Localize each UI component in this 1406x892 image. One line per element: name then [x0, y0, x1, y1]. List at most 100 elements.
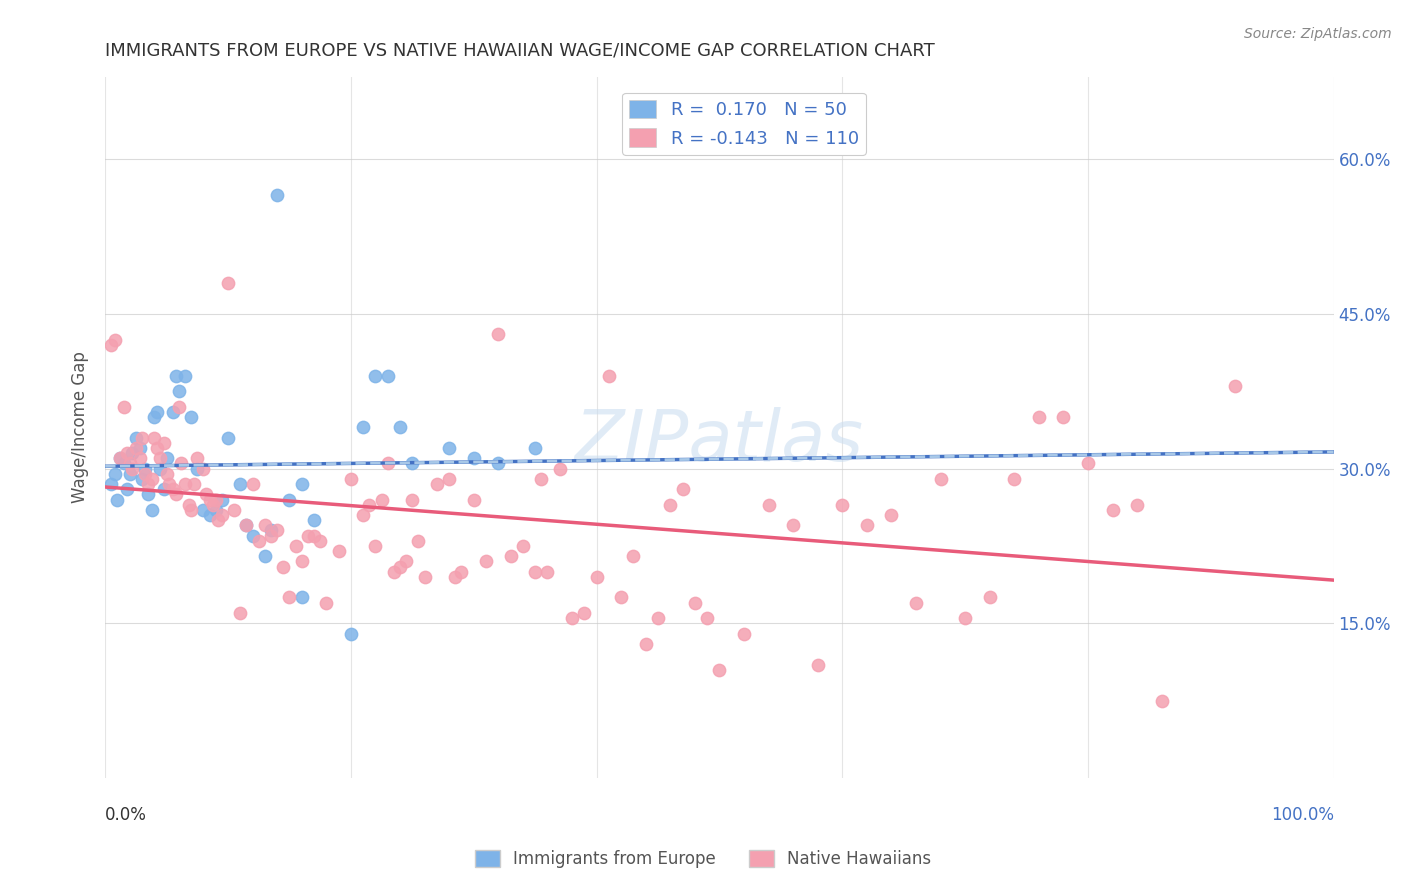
Point — [328, 544, 350, 558]
Point — [291, 477, 314, 491]
Point — [146, 441, 169, 455]
Point — [389, 420, 412, 434]
Point — [134, 467, 156, 481]
Text: 100.0%: 100.0% — [1271, 806, 1334, 824]
Point — [136, 477, 159, 491]
Point — [709, 663, 731, 677]
Point — [683, 596, 706, 610]
Point — [118, 457, 141, 471]
Point — [194, 487, 217, 501]
Point — [634, 637, 657, 651]
Point — [1150, 693, 1173, 707]
Point — [1052, 409, 1074, 424]
Point — [235, 518, 257, 533]
Point — [204, 492, 226, 507]
Point — [156, 467, 179, 481]
Point — [953, 611, 976, 625]
Point — [273, 559, 295, 574]
Point — [166, 368, 188, 383]
Point — [524, 565, 547, 579]
Point — [193, 503, 215, 517]
Point — [125, 431, 148, 445]
Point — [136, 487, 159, 501]
Point — [610, 591, 633, 605]
Point — [426, 477, 449, 491]
Point — [166, 487, 188, 501]
Point — [315, 596, 337, 610]
Point — [153, 482, 176, 496]
Point — [229, 477, 252, 491]
Point — [413, 570, 436, 584]
Point — [536, 565, 558, 579]
Point — [128, 441, 150, 455]
Point — [183, 477, 205, 491]
Point — [180, 503, 202, 517]
Point — [377, 457, 399, 471]
Point — [217, 276, 239, 290]
Point — [284, 539, 307, 553]
Point — [880, 508, 903, 522]
Point — [574, 606, 596, 620]
Point — [100, 477, 122, 491]
Point — [475, 554, 498, 568]
Point — [623, 549, 645, 564]
Point — [929, 472, 952, 486]
Point — [242, 528, 264, 542]
Point — [340, 626, 363, 640]
Point — [266, 188, 288, 202]
Point — [297, 528, 319, 542]
Point — [162, 482, 184, 496]
Point — [134, 461, 156, 475]
Point — [437, 472, 460, 486]
Point — [807, 657, 830, 672]
Point — [340, 472, 363, 486]
Point — [104, 467, 127, 481]
Point — [548, 461, 571, 475]
Point — [177, 498, 200, 512]
Point — [302, 528, 325, 542]
Point — [512, 539, 534, 553]
Point — [131, 472, 153, 486]
Point — [647, 611, 669, 625]
Point — [131, 431, 153, 445]
Point — [167, 400, 190, 414]
Point — [370, 492, 392, 507]
Point — [174, 477, 197, 491]
Point — [180, 409, 202, 424]
Point — [364, 368, 387, 383]
Point — [143, 409, 166, 424]
Point — [107, 492, 129, 507]
Point — [561, 611, 583, 625]
Point — [782, 518, 804, 533]
Point — [204, 503, 226, 517]
Point — [174, 368, 197, 383]
Point — [211, 492, 233, 507]
Point — [100, 338, 122, 352]
Point — [224, 503, 246, 517]
Point — [486, 457, 509, 471]
Point — [141, 472, 163, 486]
Legend: Immigrants from Europe, Native Hawaiians: Immigrants from Europe, Native Hawaiians — [468, 843, 938, 875]
Point — [291, 554, 314, 568]
Point — [450, 565, 472, 579]
Point — [389, 559, 412, 574]
Point — [247, 533, 270, 548]
Point — [1126, 498, 1149, 512]
Point — [125, 441, 148, 455]
Text: IMMIGRANTS FROM EUROPE VS NATIVE HAWAIIAN WAGE/INCOME GAP CORRELATION CHART: IMMIGRANTS FROM EUROPE VS NATIVE HAWAIIA… — [105, 42, 935, 60]
Point — [352, 508, 374, 522]
Text: 0.0%: 0.0% — [105, 806, 148, 824]
Point — [364, 539, 387, 553]
Point — [302, 513, 325, 527]
Point — [128, 451, 150, 466]
Point — [530, 472, 553, 486]
Point — [253, 549, 276, 564]
Point — [463, 451, 485, 466]
Point — [121, 461, 143, 475]
Point — [143, 431, 166, 445]
Point — [696, 611, 718, 625]
Point — [162, 405, 184, 419]
Point — [382, 565, 405, 579]
Point — [278, 591, 301, 605]
Point — [170, 457, 193, 471]
